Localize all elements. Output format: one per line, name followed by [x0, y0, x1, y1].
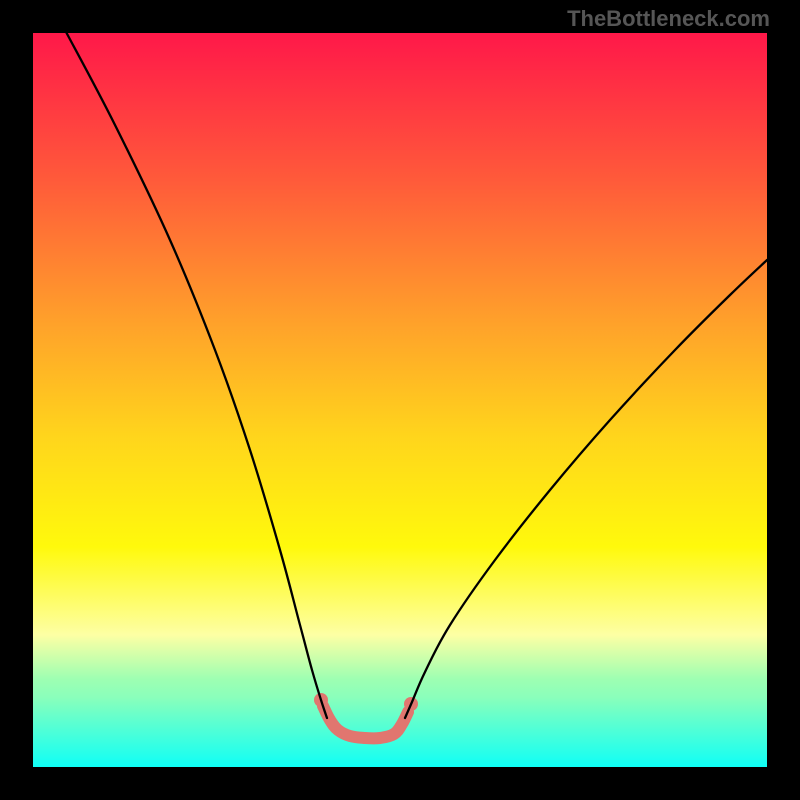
watermark-text: TheBottleneck.com [567, 6, 770, 32]
chart-container: TheBottleneck.com [0, 0, 800, 800]
plot-gradient-background [33, 33, 767, 767]
